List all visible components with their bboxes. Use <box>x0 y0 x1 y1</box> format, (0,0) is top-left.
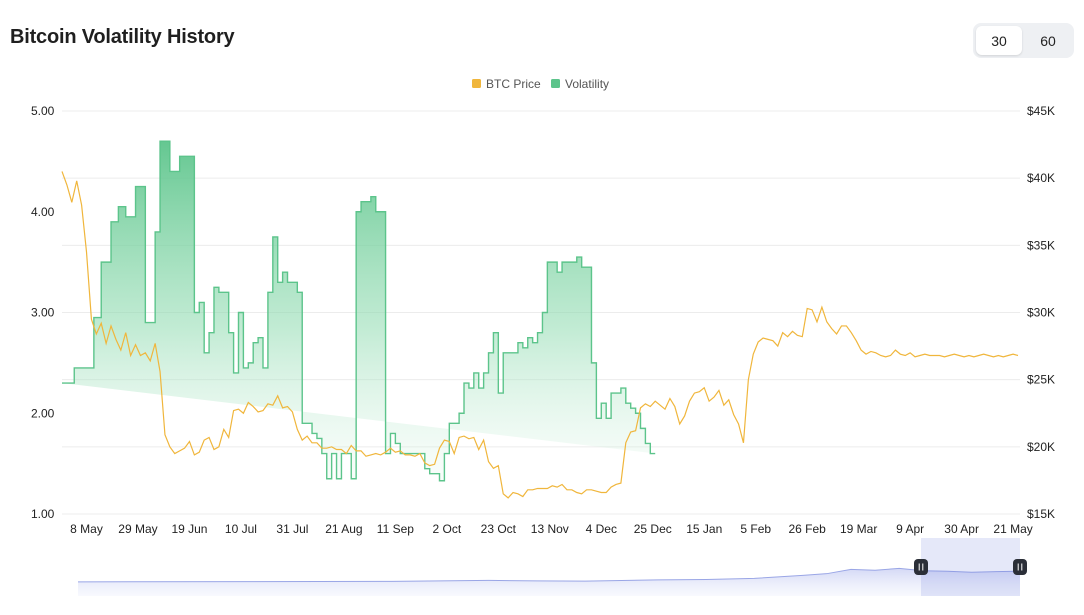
right-tick-label: $40K <box>1027 171 1055 185</box>
x-tick-label: 19 Mar <box>840 522 877 536</box>
navigator-selection <box>921 538 1020 596</box>
x-tick-label: 30 Apr <box>944 522 979 536</box>
legend-swatch-0 <box>472 79 481 88</box>
volatility-line <box>62 140 656 482</box>
right-tick-label: $35K <box>1027 238 1055 252</box>
x-tick-label: 25 Dec <box>634 522 672 536</box>
x-tick-label: 23 Oct <box>481 522 517 536</box>
legend-label-0: BTC Price <box>486 77 541 91</box>
left-tick-label: 2.00 <box>31 406 55 420</box>
navigator-handle-right[interactable] <box>1013 559 1027 575</box>
legend-label-1: Volatility <box>565 77 609 91</box>
range-toggle: 30 60 <box>973 23 1074 58</box>
x-tick-label: 26 Feb <box>789 522 827 536</box>
x-tick-label: 10 Jul <box>225 522 257 536</box>
x-tick-label: 29 May <box>118 522 157 536</box>
right-tick-label: $20K <box>1027 440 1055 454</box>
time-range-navigator[interactable] <box>77 538 1027 596</box>
grid-lines <box>62 110 1020 515</box>
x-tick-label: 21 Aug <box>325 522 362 536</box>
range-60-button[interactable]: 60 <box>1040 32 1056 49</box>
x-tick-label: 2 Oct <box>433 522 462 536</box>
x-tick-label: 13 Nov <box>531 522 569 536</box>
navigator-line <box>77 567 1021 583</box>
right-axis: $45K $40K $35K $30K $25K $20K $15K <box>1027 104 1055 521</box>
x-axis: 8 May 29 May 19 Jun 10 Jul 31 Jul 21 Aug 11 Se… <box>70 522 1033 536</box>
pause-icon <box>1013 559 1027 575</box>
x-tick-label: 19 Jun <box>171 522 207 536</box>
x-tick-label: 5 Feb <box>740 522 771 536</box>
left-tick-label: 1.00 <box>31 507 55 521</box>
legend-swatch-1 <box>551 79 560 88</box>
right-tick-label: $15K <box>1027 507 1055 521</box>
x-tick-label: 21 May <box>993 522 1032 536</box>
left-axis: 5.00 4.00 3.00 2.00 1.00 <box>31 104 55 521</box>
left-tick-label: 4.00 <box>31 205 55 219</box>
chart-legend: BTC Price Volatility <box>472 77 609 91</box>
pause-icon <box>914 559 928 575</box>
right-tick-label: $25K <box>1027 373 1055 387</box>
left-tick-label: 3.00 <box>31 306 55 320</box>
price-line-layer <box>61 171 1019 499</box>
x-tick-label: 4 Dec <box>586 522 617 536</box>
page-title: Bitcoin Volatility History <box>10 26 235 48</box>
range-30-button[interactable]: 30 <box>976 26 1022 55</box>
x-tick-label: 15 Jan <box>686 522 722 536</box>
navigator-area <box>78 568 1020 596</box>
x-tick-label: 31 Jul <box>276 522 308 536</box>
btc-price-line <box>61 171 1019 499</box>
volatility-area <box>62 140 656 482</box>
x-tick-label: 11 Sep <box>377 522 414 536</box>
right-tick-label: $45K <box>1027 104 1055 118</box>
x-tick-label: 9 Apr <box>896 522 924 536</box>
navigator-handle-left[interactable] <box>914 559 928 575</box>
volatility-area-fill <box>62 141 656 481</box>
left-tick-label: 5.00 <box>31 104 55 118</box>
x-tick-label: 8 May <box>70 522 103 536</box>
right-tick-label: $30K <box>1027 306 1055 320</box>
